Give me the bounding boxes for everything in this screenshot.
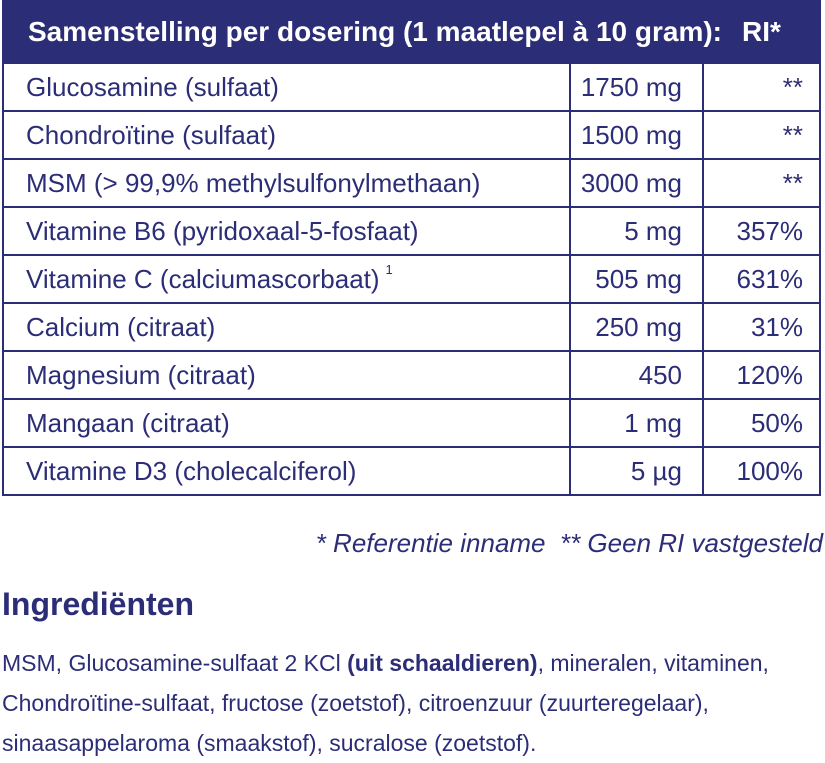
footnote-marker: 1	[385, 261, 393, 277]
allergen-note: (uit schaaldieren)	[347, 650, 538, 676]
table-row: Vitamine D3 (cholecalciferol) 5 µg 100%	[2, 446, 821, 496]
ingredient-name: Vitamine D3 (cholecalciferol)	[2, 446, 571, 496]
ingredient-amount: 250 mg	[569, 302, 704, 352]
ingredient-ri: 357%	[702, 206, 821, 256]
ingredient-amount: 450	[569, 350, 704, 400]
table-row: Glucosamine (sulfaat) 1750 mg **	[2, 62, 821, 112]
ingredient-amount: 1500 mg	[569, 110, 704, 160]
table-row: MSM (> 99,9% methylsulfonylmethaan) 3000…	[2, 158, 821, 208]
table-header-label: Samenstelling per dosering (1 maatlepel …	[2, 0, 722, 64]
ingredient-amount: 5 µg	[569, 446, 704, 496]
table-header-ri: RI*	[702, 0, 821, 64]
ingredient-name: Calcium (citraat)	[2, 302, 571, 352]
ingredients-text-start: MSM, Glucosamine-sulfaat 2 KCl	[2, 650, 348, 676]
ingredient-amount: 5 mg	[569, 206, 704, 256]
ingredient-name: Magnesium (citraat)	[2, 350, 571, 400]
ingredients-heading: Ingrediënten	[2, 586, 195, 622]
ingredient-amount: 1750 mg	[569, 62, 704, 112]
ingredients-text-end: , mineralen, vitaminen, Chondroïtine-sul…	[2, 650, 769, 756]
ri-footnote: * Referentie inname ** Geen RI vastgeste…	[315, 528, 823, 558]
ingredient-ri: **	[702, 158, 821, 208]
ingredient-ri: **	[702, 110, 821, 160]
ingredients-text: MSM, Glucosamine-sulfaat 2 KCl (uit scha…	[2, 643, 823, 763]
ingredient-ri: 100%	[702, 446, 821, 496]
ingredient-name: Glucosamine (sulfaat)	[2, 62, 571, 112]
table-header-row: Samenstelling per dosering (1 maatlepel …	[2, 0, 821, 64]
ingredient-ri: 50%	[702, 398, 821, 448]
ingredient-name-cell: Vitamine C (calciumascorbaat) 1	[2, 254, 571, 304]
table-row: Magnesium (citraat) 450 120%	[2, 350, 821, 400]
ingredient-name: MSM (> 99,9% methylsulfonylmethaan)	[2, 158, 571, 208]
table-row: Vitamine C (calciumascorbaat) 1 505 mg 63…	[2, 254, 821, 304]
ingredient-ri: 631%	[702, 254, 821, 304]
ingredient-ri: **	[702, 62, 821, 112]
nutrition-table: Samenstelling per dosering (1 maatlepel …	[2, 0, 821, 496]
table-row: Vitamine B6 (pyridoxaal-5-fosfaat) 5 mg …	[2, 206, 821, 256]
ingredient-amount: 505 mg	[569, 254, 704, 304]
table-row: Chondroïtine (sulfaat) 1500 mg **	[2, 110, 821, 160]
ingredient-amount: 3000 mg	[569, 158, 704, 208]
ingredient-name: Chondroïtine (sulfaat)	[2, 110, 571, 160]
ingredient-amount: 1 mg	[569, 398, 704, 448]
table-row: Calcium (citraat) 250 mg 31%	[2, 302, 821, 352]
ingredient-ri: 120%	[702, 350, 821, 400]
ingredient-ri: 31%	[702, 302, 821, 352]
ingredient-name: Vitamine B6 (pyridoxaal-5-fosfaat)	[2, 206, 571, 256]
ingredient-name: Vitamine C (calciumascorbaat)	[26, 263, 380, 294]
table-row: Mangaan (citraat) 1 mg 50%	[2, 398, 821, 448]
ingredient-name: Mangaan (citraat)	[2, 398, 571, 448]
